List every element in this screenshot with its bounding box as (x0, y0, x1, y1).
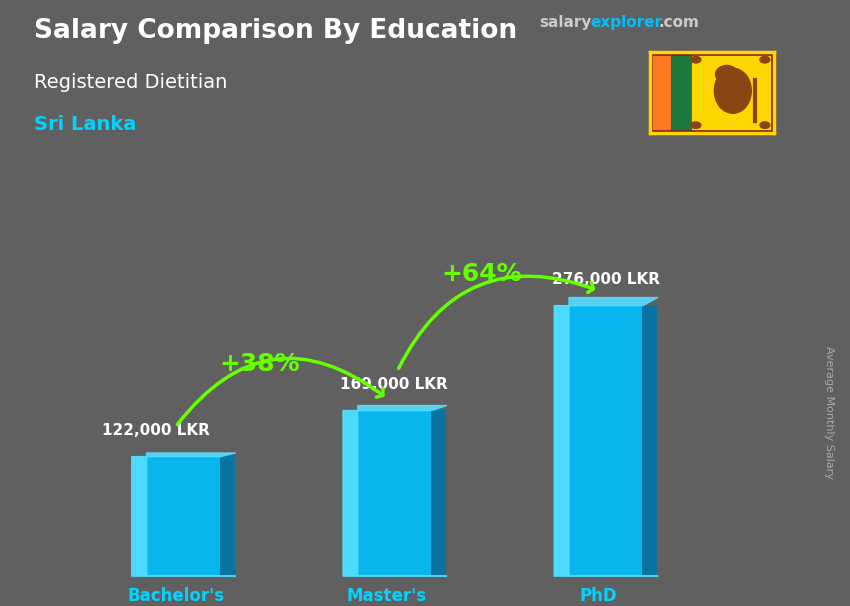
Bar (672, 56, 689, 129)
Text: +38%: +38% (220, 353, 300, 376)
Bar (553, 305, 643, 576)
Text: explorer: explorer (591, 15, 663, 30)
Text: Registered Dietitian: Registered Dietitian (34, 73, 227, 92)
Text: Average Monthly Salary: Average Monthly Salary (824, 345, 834, 479)
Text: Salary Comparison By Education: Salary Comparison By Education (34, 18, 517, 44)
Circle shape (760, 56, 770, 63)
Bar (692, 56, 770, 129)
Bar (431, 410, 446, 576)
Text: salary: salary (540, 15, 592, 30)
Text: Sri Lanka: Sri Lanka (34, 115, 136, 134)
Ellipse shape (714, 68, 751, 113)
Bar (131, 456, 220, 576)
Text: .com: .com (659, 15, 700, 30)
Text: 169,000 LKR: 169,000 LKR (340, 378, 448, 393)
Ellipse shape (716, 65, 738, 84)
Circle shape (691, 56, 700, 63)
Text: +64%: +64% (442, 262, 522, 286)
Bar (343, 410, 431, 576)
Text: 276,000 LKR: 276,000 LKR (552, 273, 660, 287)
Text: 122,000 LKR: 122,000 LKR (102, 424, 210, 439)
Bar (643, 305, 657, 576)
Bar (653, 56, 670, 129)
Circle shape (691, 122, 700, 128)
Circle shape (760, 122, 770, 128)
Bar (220, 456, 235, 576)
